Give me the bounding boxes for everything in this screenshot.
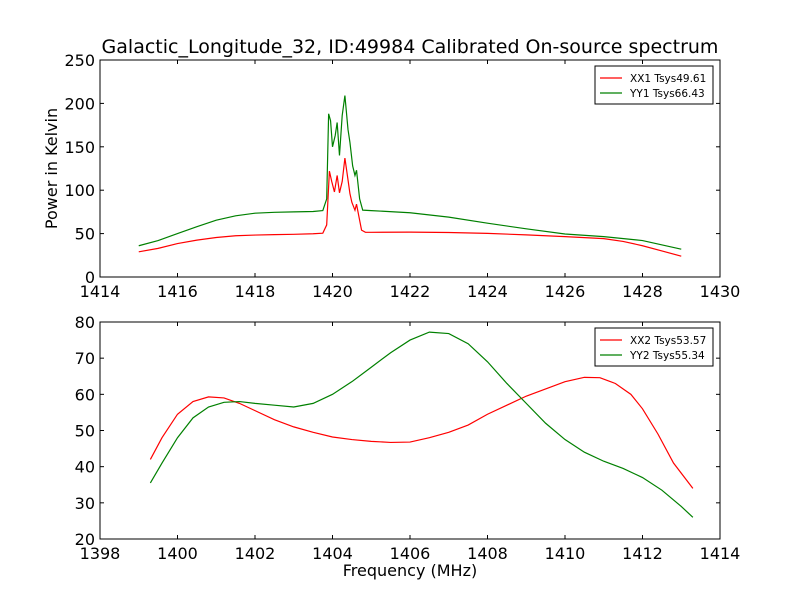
y-tick-label: 50 <box>75 225 95 244</box>
x-tick-label: 1430 <box>700 282 741 301</box>
legend-label: YY1 Tsys66.43 <box>629 88 705 100</box>
x-tick-label: 1422 <box>390 282 431 301</box>
y-tick-label: 70 <box>75 349 95 368</box>
x-tick-label: 1410 <box>545 544 586 563</box>
y-tick-label: 30 <box>75 494 95 513</box>
legend: XX1 Tsys49.61 YY1 Tsys66.43 <box>594 65 714 105</box>
x-tick-label: 1428 <box>622 282 663 301</box>
legend-label: YY2 Tsys55.34 <box>629 350 705 362</box>
x-tick-label: 1408 <box>467 544 508 563</box>
y-tick-label: 0 <box>85 268 95 287</box>
x-tick-label: 1424 <box>467 282 508 301</box>
top-panel: 1414 1416 1418 1420 1422 1424 1426 1428 1430 0 50 1… <box>42 51 740 301</box>
x-tick-label: 1398 <box>80 544 121 563</box>
y-tick-label: 60 <box>75 385 95 404</box>
x-tick-label: 1420 <box>312 282 353 301</box>
series-line-2 <box>138 95 682 250</box>
legend-label: XX2 Tsys53.57 <box>630 335 706 347</box>
x-axis-label: Frequency (MHz) <box>343 561 477 580</box>
x-tick-label: 1402 <box>235 544 276 563</box>
y-tick-label: 50 <box>75 422 95 441</box>
x-tick-label: 1426 <box>545 282 586 301</box>
legend-box <box>594 327 714 367</box>
x-tick-label: 1414 <box>700 544 741 563</box>
series-line-1 <box>149 376 694 489</box>
y-tick-label: 80 <box>75 313 95 332</box>
y-axis-label: Power in Kelvin <box>42 108 61 229</box>
x-tick-label: 1414 <box>80 282 121 301</box>
series-line-2 <box>149 331 694 518</box>
y-tick-label: 200 <box>64 94 95 113</box>
x-tick-label: 1404 <box>312 544 353 563</box>
x-tick-label: 1406 <box>390 544 431 563</box>
y-tick-label: 150 <box>64 138 95 157</box>
y-tick-label: 40 <box>75 458 95 477</box>
series-line-1 <box>138 157 682 257</box>
legend-label: XX1 Tsys49.61 <box>630 73 706 85</box>
y-tick-label: 100 <box>64 181 95 200</box>
x-tick-label: 1400 <box>157 544 198 563</box>
bottom-panel: 1398 1400 1402 1404 1406 1408 1410 1412 1414 20 30… <box>75 313 741 563</box>
y-tick-label: 20 <box>75 530 95 549</box>
legend: XX2 Tsys53.57 YY2 Tsys55.34 <box>594 327 714 367</box>
x-tick-label: 1418 <box>235 282 276 301</box>
x-tick-label: 1412 <box>622 544 663 563</box>
legend-box <box>594 65 714 105</box>
y-tick-label: 250 <box>64 51 95 70</box>
x-tick-label: 1416 <box>157 282 198 301</box>
figure-title: Galactic_Longitude_32, ID:49984 Calibrat… <box>102 36 719 58</box>
